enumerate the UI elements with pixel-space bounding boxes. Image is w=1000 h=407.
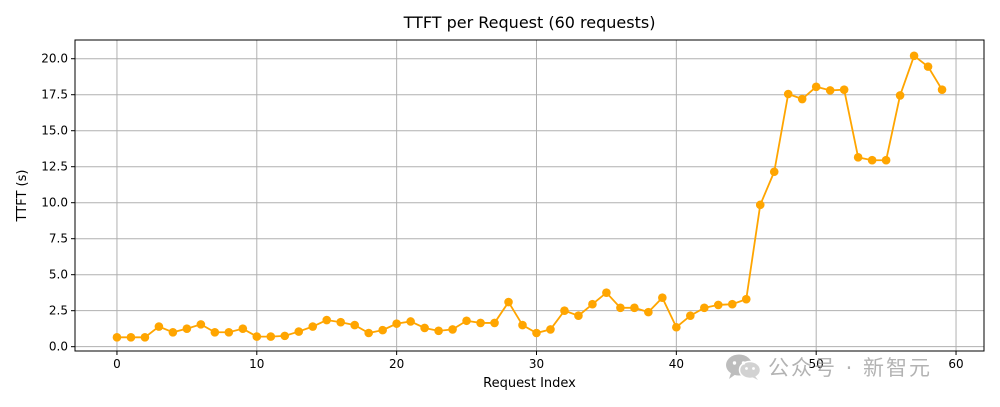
- data-point: [420, 323, 429, 333]
- data-point: [322, 315, 332, 325]
- data-point: [378, 325, 387, 335]
- plot-area-frame: [74, 39, 985, 352]
- x-tick-label: 30: [529, 357, 544, 371]
- data-point: [644, 307, 653, 317]
- data-point: [588, 299, 597, 309]
- x-axis-label: Request Index: [483, 376, 576, 391]
- data-point: [560, 306, 569, 315]
- data-point: [658, 293, 667, 303]
- x-tick-label: 20: [389, 357, 404, 371]
- data-point: [210, 327, 220, 337]
- data-point: [895, 91, 905, 100]
- data-point: [797, 94, 807, 104]
- data-point: [196, 320, 206, 329]
- y-tick-label: 10.0: [41, 196, 68, 210]
- data-point: [434, 326, 443, 336]
- data-point: [881, 155, 891, 165]
- data-point: [294, 327, 304, 336]
- data-point: [518, 320, 527, 330]
- x-tick-label: 40: [669, 357, 684, 371]
- y-tick-label: 2.5: [49, 304, 68, 318]
- data-point: [825, 86, 835, 95]
- data-point: [336, 317, 346, 327]
- data-point: [168, 327, 178, 337]
- data-point: [462, 316, 471, 326]
- data-point: [769, 167, 779, 177]
- watermark-text: 公众号 · 新智元: [768, 356, 933, 380]
- data-point: [350, 320, 359, 330]
- y-tick-label: 20.0: [41, 52, 68, 66]
- data-point: [853, 153, 863, 162]
- y-tick-label: 5.0: [49, 268, 68, 282]
- x-tick-label: 0: [113, 357, 121, 371]
- x-tick-label: 60: [948, 357, 963, 371]
- data-point: [783, 89, 793, 99]
- data-point: [252, 332, 262, 341]
- data-point: [616, 303, 625, 313]
- data-point: [224, 327, 234, 337]
- y-tick-label: 0.0: [49, 340, 68, 354]
- data-point: [811, 82, 821, 92]
- data-point: [574, 311, 583, 321]
- data-point: [713, 300, 723, 310]
- data-point: [406, 317, 415, 326]
- data-point: [546, 325, 555, 334]
- y-tick-label: 15.0: [41, 124, 68, 138]
- data-point: [839, 85, 849, 94]
- data-point: [238, 324, 248, 333]
- data-point: [280, 331, 290, 341]
- x-tick-label: 50: [809, 357, 824, 371]
- data-point: [140, 333, 150, 342]
- y-tick-label: 7.5: [49, 232, 68, 246]
- data-point: [727, 299, 737, 309]
- y-tick-label: 17.5: [41, 88, 68, 102]
- y-tick-label: 12.5: [41, 160, 68, 174]
- data-point: [126, 333, 136, 342]
- data-point: [909, 51, 919, 61]
- wechat-icon: [726, 354, 762, 380]
- data-point: [700, 303, 709, 313]
- data-point: [112, 333, 122, 342]
- data-point: [490, 318, 499, 328]
- x-tick-label: 10: [249, 357, 264, 371]
- data-point: [364, 328, 373, 338]
- data-point: [448, 325, 457, 334]
- data-point: [755, 200, 765, 210]
- data-point: [923, 62, 933, 71]
- data-point: [266, 332, 276, 341]
- ttft-data-points: [112, 51, 947, 342]
- y-axis-label: TTFT (s): [15, 170, 30, 223]
- data-point: [532, 328, 541, 338]
- data-point: [476, 318, 485, 328]
- data-point: [937, 85, 947, 94]
- data-point: [686, 311, 695, 321]
- data-point: [867, 155, 877, 165]
- chart-title: TTFT per Request (60 requests): [403, 13, 656, 32]
- data-point: [392, 319, 401, 328]
- data-point: [182, 324, 192, 333]
- ttft-series-line: [116, 54, 943, 339]
- data-point: [504, 297, 513, 307]
- data-point: [308, 322, 318, 331]
- data-point: [672, 322, 681, 332]
- data-point: [154, 322, 164, 331]
- watermark: 公众号 · 新智元: [724, 350, 932, 384]
- axis-ticks: [71, 58, 957, 355]
- data-point: [602, 288, 611, 297]
- grid-lines: [75, 40, 984, 351]
- data-point: [741, 294, 751, 304]
- data-point: [630, 303, 639, 313]
